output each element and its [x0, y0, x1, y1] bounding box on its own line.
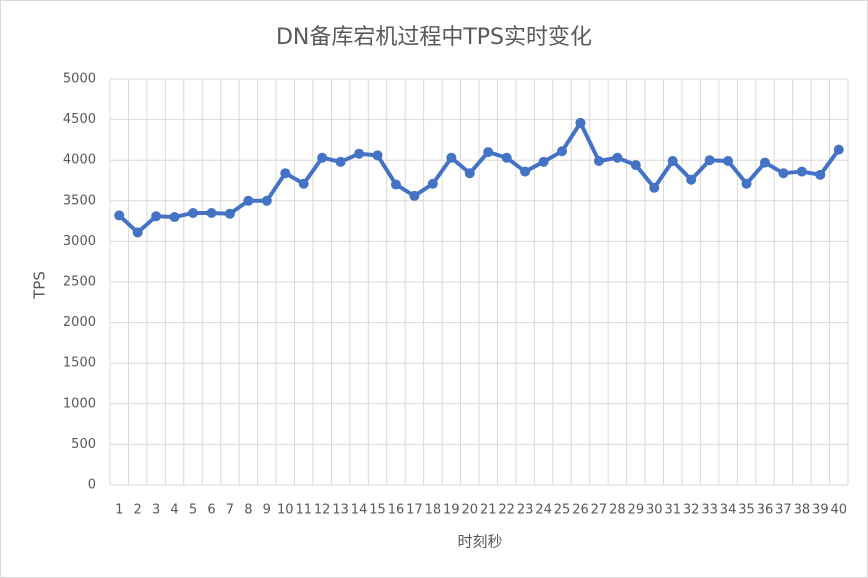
- y-tick-label: 5000: [63, 72, 96, 87]
- y-tick-label: 500: [71, 437, 96, 452]
- x-tick-label: 8: [244, 503, 252, 518]
- x-tick-label: 30: [646, 503, 663, 518]
- y-tick-label: 3500: [63, 193, 96, 208]
- marker: [778, 168, 789, 179]
- marker: [188, 207, 199, 218]
- x-tick-label: 10: [277, 503, 294, 518]
- marker: [151, 211, 162, 222]
- y-axis-label: TPS: [31, 271, 49, 300]
- x-tick-label: 20: [462, 503, 479, 518]
- x-tick-label: 38: [794, 503, 811, 518]
- x-axis-label: 时刻秒: [457, 533, 502, 551]
- marker: [704, 155, 715, 166]
- marker: [372, 150, 383, 161]
- x-tick-label: 39: [812, 503, 829, 518]
- marker: [557, 146, 568, 157]
- y-tick-label: 4000: [63, 153, 96, 168]
- x-tick-label: 22: [498, 503, 515, 518]
- marker: [612, 152, 623, 163]
- x-tick-label: 34: [720, 503, 737, 518]
- marker: [298, 178, 309, 189]
- x-tick-label: 4: [170, 503, 178, 518]
- x-tick-label: 19: [443, 503, 460, 518]
- x-tick-label: 40: [831, 503, 848, 518]
- marker: [575, 117, 586, 128]
- marker: [390, 179, 401, 190]
- x-tick-label: 29: [628, 503, 645, 518]
- marker: [446, 152, 457, 163]
- x-tick-label: 11: [295, 503, 312, 518]
- marker: [427, 178, 438, 189]
- marker: [686, 174, 697, 185]
- marker: [114, 210, 125, 221]
- x-tick-label: 14: [351, 503, 368, 518]
- marker: [243, 195, 254, 206]
- marker: [593, 156, 604, 167]
- marker: [354, 148, 365, 159]
- marker: [667, 156, 678, 167]
- x-tick-label: 12: [314, 503, 331, 518]
- marker: [833, 144, 844, 155]
- chart-title: DN备库宕机过程中TPS实时变化: [276, 25, 592, 50]
- x-tick-label: 36: [757, 503, 774, 518]
- x-tick-label: 5: [189, 503, 197, 518]
- y-tick-label: 1000: [63, 396, 96, 411]
- marker: [132, 227, 143, 238]
- x-tick-label: 7: [226, 503, 234, 518]
- marker: [317, 152, 328, 163]
- x-tick-label: 16: [388, 503, 405, 518]
- y-tick-label: 2000: [63, 315, 96, 330]
- x-tick-label: 3: [152, 503, 160, 518]
- marker: [335, 156, 346, 167]
- x-tick-label: 26: [572, 503, 589, 518]
- marker: [206, 207, 217, 218]
- marker: [501, 152, 512, 163]
- x-tick-label: 24: [535, 503, 552, 518]
- x-tick-label: 6: [207, 503, 215, 518]
- x-tick-label: 9: [263, 503, 271, 518]
- marker: [630, 160, 641, 171]
- marker: [464, 168, 475, 179]
- marker: [520, 166, 531, 177]
- marker: [261, 195, 272, 206]
- x-tick-label: 18: [425, 503, 442, 518]
- x-tick-label: 33: [701, 503, 718, 518]
- marker: [280, 168, 291, 179]
- y-tick-label: 1500: [63, 356, 96, 371]
- marker: [224, 208, 235, 219]
- x-tick-label: 1: [115, 503, 123, 518]
- marker: [538, 156, 549, 167]
- y-tick-label: 0: [88, 478, 96, 493]
- marker: [741, 178, 752, 189]
- marker: [759, 157, 770, 168]
- x-tick-label: 31: [664, 503, 681, 518]
- x-tick-label: 37: [775, 503, 792, 518]
- x-tick-label: 23: [517, 503, 534, 518]
- x-tick-label: 17: [406, 503, 423, 518]
- marker: [649, 182, 660, 193]
- x-tick-label: 32: [683, 503, 700, 518]
- line: [117, 120, 841, 235]
- marker: [796, 166, 807, 177]
- x-tick-label: 27: [591, 503, 608, 518]
- y-tick-label: 4500: [63, 112, 96, 127]
- x-tick-label: 15: [369, 503, 386, 518]
- x-tick-label: 28: [609, 503, 626, 518]
- marker: [723, 156, 734, 167]
- x-tick-label: 35: [738, 503, 755, 518]
- marker: [815, 169, 826, 180]
- y-tick-label: 3000: [63, 234, 96, 249]
- marker: [409, 190, 420, 201]
- y-tick-label: 2500: [63, 275, 96, 290]
- x-tick-label: 25: [554, 503, 571, 518]
- x-tick-label: 13: [332, 503, 349, 518]
- marker: [169, 212, 180, 223]
- x-tick-label: 2: [134, 503, 142, 518]
- marker: [483, 147, 494, 158]
- x-tick-label: 21: [480, 503, 497, 518]
